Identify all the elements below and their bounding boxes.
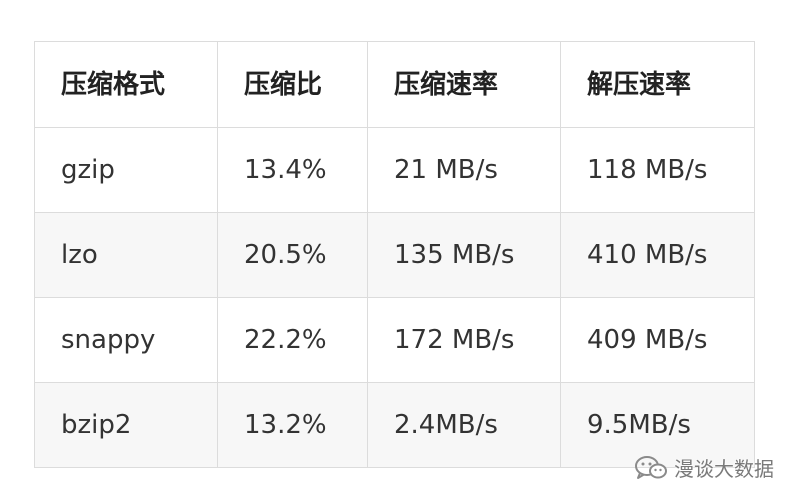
cell-compression-speed: 2.4MB/s	[367, 382, 561, 468]
cell-compression-ratio: 13.4%	[217, 127, 368, 213]
table-row: gzip 13.4% 21 MB/s 118 MB/s	[34, 127, 755, 213]
cell-format: lzo	[34, 212, 218, 298]
cell-compression-ratio: 13.2%	[217, 382, 368, 468]
header-compression-ratio: 压缩比	[217, 41, 368, 128]
cell-decompression-speed: 410 MB/s	[560, 212, 755, 298]
wechat-icon	[634, 455, 668, 481]
cell-compression-ratio: 22.2%	[217, 297, 368, 383]
cell-format: gzip	[34, 127, 218, 213]
watermark-text: 漫谈大数据	[674, 457, 774, 481]
table-row: bzip2 13.2% 2.4MB/s 9.5MB/s	[34, 382, 755, 468]
cell-format: snappy	[34, 297, 218, 383]
cell-format: bzip2	[34, 382, 218, 468]
cell-decompression-speed: 409 MB/s	[560, 297, 755, 383]
cell-decompression-speed: 9.5MB/s	[560, 382, 755, 468]
header-compression-speed: 压缩速率	[367, 41, 561, 128]
cell-compression-speed: 172 MB/s	[367, 297, 561, 383]
cell-compression-speed: 135 MB/s	[367, 212, 561, 298]
compression-comparison-table: 压缩格式 压缩比 压缩速率 解压速率 gzip 13.4% 21 MB/s 11…	[34, 41, 755, 468]
cell-compression-ratio: 20.5%	[217, 212, 368, 298]
watermark: 漫谈大数据	[634, 453, 774, 482]
table-header-row: 压缩格式 压缩比 压缩速率 解压速率	[34, 41, 755, 128]
header-decompression-speed: 解压速率	[560, 41, 755, 128]
table-row: snappy 22.2% 172 MB/s 409 MB/s	[34, 297, 755, 383]
table-row: lzo 20.5% 135 MB/s 410 MB/s	[34, 212, 755, 298]
header-format: 压缩格式	[34, 41, 218, 128]
cell-decompression-speed: 118 MB/s	[560, 127, 755, 213]
cell-compression-speed: 21 MB/s	[367, 127, 561, 213]
